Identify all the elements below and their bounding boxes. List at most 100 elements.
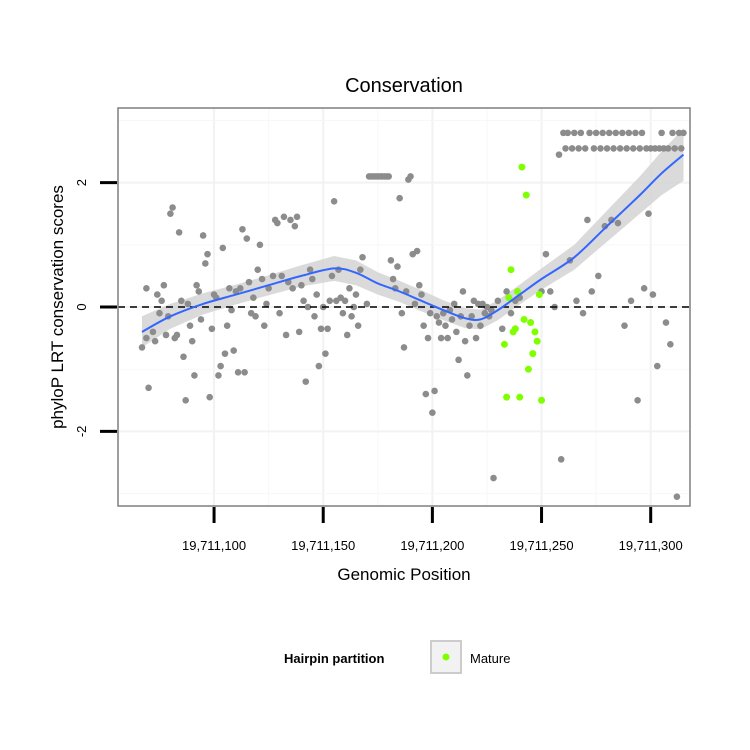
- other-point-26: [197, 316, 205, 323]
- other-point-132: [433, 313, 441, 320]
- other-point-147: [466, 322, 473, 329]
- other-point-95: [350, 303, 358, 311]
- mature-point-7: [516, 393, 524, 401]
- x-tick-label-3: 19,711,250: [509, 538, 573, 553]
- other-point-86: [330, 197, 338, 205]
- other-point-134: [437, 334, 445, 342]
- other-point-181: [581, 145, 589, 152]
- other-point-186: [592, 129, 600, 137]
- other-point-223: [673, 493, 681, 500]
- other-point-61: [276, 309, 283, 317]
- y-tick-label-0: -2: [74, 426, 89, 438]
- other-point-19: [182, 396, 189, 404]
- other-point-130: [429, 409, 436, 417]
- other-point-160: [498, 325, 506, 333]
- other-point-46: [241, 368, 248, 376]
- other-point-170: [557, 456, 565, 463]
- plot-panel: [117, 107, 691, 507]
- other-point-188: [597, 145, 604, 152]
- other-point-52: [254, 266, 262, 273]
- mature-points: [500, 163, 546, 404]
- other-point-78: [313, 291, 320, 298]
- other-point-152: [477, 322, 484, 329]
- x-tick-label-4: 19,711,300: [619, 538, 683, 553]
- other-point-93: [346, 285, 353, 292]
- other-point-177: [573, 297, 580, 305]
- other-point-222: [671, 145, 679, 152]
- other-point-200: [623, 145, 630, 152]
- other-point-142: [455, 356, 462, 364]
- other-point-125: [418, 291, 425, 298]
- mature-point-9: [520, 315, 528, 323]
- x-tick-label-2: 19,711,200: [400, 538, 464, 553]
- other-point-51: [252, 313, 259, 320]
- other-point-35: [217, 362, 224, 370]
- other-point-71: [298, 281, 305, 289]
- other-point-45: [239, 225, 246, 233]
- other-point-197: [616, 145, 624, 152]
- mature-point-13: [529, 350, 537, 358]
- other-point-191: [603, 145, 611, 152]
- other-point-198: [619, 129, 626, 137]
- other-point-58: [269, 272, 277, 280]
- other-point-4: [149, 328, 157, 336]
- other-point-17: [178, 297, 185, 305]
- other-point-195: [612, 129, 620, 137]
- smooth-trend-line: [141, 153, 685, 333]
- other-point-38: [223, 322, 231, 329]
- other-point-70: [295, 328, 303, 336]
- mature-point-10: [522, 191, 530, 199]
- other-point-44: [236, 285, 244, 292]
- y-tick-label-1: 0: [74, 303, 89, 310]
- other-point-210: [645, 210, 652, 218]
- other-point-98: [357, 266, 364, 273]
- other-point-219: [664, 145, 672, 152]
- other-point-99: [359, 253, 366, 261]
- other-point-31: [208, 325, 216, 333]
- other-point-77: [311, 313, 318, 320]
- other-point-62: [278, 272, 286, 280]
- other-point-203: [629, 145, 637, 152]
- other-point-73: [302, 378, 310, 385]
- other-point-182: [584, 216, 591, 224]
- other-point-162: [507, 309, 515, 317]
- legend-title: Hairpin partition: [284, 651, 384, 666]
- legend: Hairpin partition Mature: [284, 640, 510, 674]
- other-point-18: [180, 353, 187, 361]
- other-point-201: [625, 129, 633, 137]
- mature-point-14: [531, 328, 539, 336]
- x-tick-label-0: 19,711,100: [182, 538, 246, 553]
- other-point-141: [453, 328, 460, 336]
- other-point-212: [649, 291, 657, 298]
- other-point-75: [306, 266, 314, 273]
- other-point-176: [570, 129, 578, 137]
- y-axis: -2 0 2: [74, 179, 117, 437]
- other-point-112: [389, 275, 397, 283]
- legend-label-mature: Mature: [470, 651, 510, 666]
- other-point-85: [328, 272, 336, 280]
- other-point-199: [621, 322, 628, 329]
- other-point-66: [287, 216, 294, 224]
- other-point-161: [503, 288, 510, 295]
- other-point-41: [230, 347, 238, 354]
- other-point-167: [546, 288, 554, 295]
- other-point-159: [494, 297, 502, 305]
- other-point-10: [162, 331, 170, 339]
- other-point-139: [448, 316, 456, 323]
- other-point-158: [490, 474, 497, 482]
- mature-point-11: [524, 365, 532, 373]
- other-point-83: [324, 325, 331, 333]
- other-point-90: [339, 309, 347, 317]
- mature-point-17: [538, 396, 546, 404]
- other-point-100: [363, 300, 371, 308]
- mature-point-0: [500, 340, 508, 348]
- x-axis: 19,711,100 19,711,150 19,711,200 19,711,250…: [182, 507, 683, 553]
- other-point-115: [396, 194, 403, 202]
- other-point-79: [315, 362, 323, 370]
- other-point-74: [304, 303, 312, 311]
- other-point-148: [468, 313, 475, 320]
- other-point-185: [590, 145, 598, 152]
- other-point-208: [640, 285, 648, 292]
- other-point-127: [422, 390, 430, 398]
- other-point-206: [636, 145, 644, 152]
